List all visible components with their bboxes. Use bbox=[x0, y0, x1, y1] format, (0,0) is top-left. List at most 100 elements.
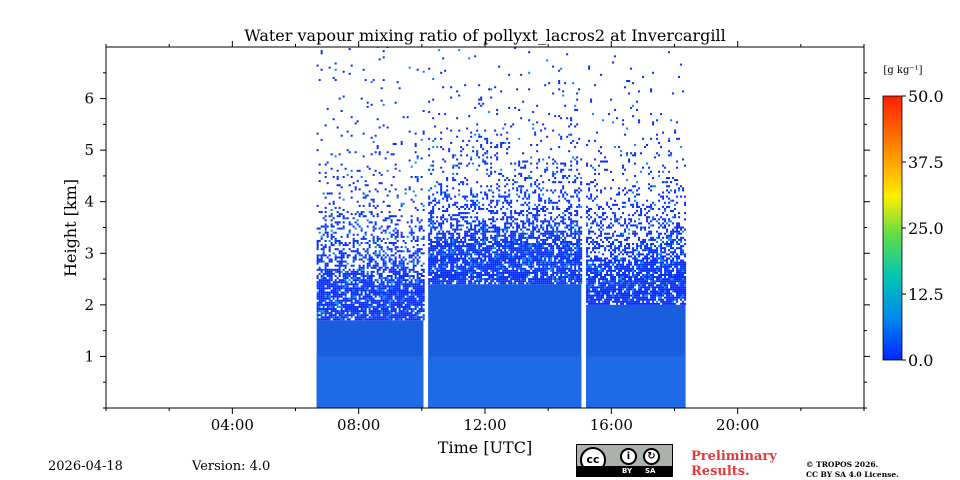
heatmap-cell bbox=[496, 265, 499, 268]
heatmap-cell bbox=[532, 214, 535, 217]
heatmap-cell bbox=[436, 282, 439, 285]
heatmap-cell bbox=[542, 234, 545, 237]
heatmap-cell bbox=[496, 201, 499, 204]
heatmap-cell bbox=[386, 281, 389, 284]
heatmap-cell bbox=[448, 214, 451, 217]
heatmap-cell bbox=[592, 269, 595, 272]
heatmap-cell bbox=[506, 226, 509, 229]
heatmap-cell bbox=[596, 224, 599, 227]
heatmap-cell bbox=[614, 278, 617, 281]
heatmap-cell bbox=[618, 300, 621, 303]
heatmap-cell bbox=[550, 148, 553, 151]
heatmap-cell bbox=[520, 263, 523, 266]
heatmap-cell bbox=[364, 184, 367, 187]
heatmap-cell bbox=[502, 276, 505, 279]
heatmap-cell bbox=[408, 318, 411, 321]
heatmap-cell bbox=[372, 281, 375, 284]
heatmap-cell bbox=[488, 226, 491, 229]
heatmap-cell bbox=[522, 253, 525, 256]
heatmap-cell bbox=[546, 247, 549, 250]
heatmap-cell bbox=[466, 267, 469, 270]
heatmap-cell bbox=[500, 249, 503, 252]
heatmap-cell bbox=[318, 287, 321, 290]
heatmap-cell bbox=[356, 180, 359, 183]
heatmap-cell bbox=[488, 240, 491, 243]
heatmap-cell bbox=[346, 299, 349, 302]
heatmap-cell bbox=[346, 291, 349, 294]
heatmap-cell bbox=[454, 203, 457, 206]
heatmap-cell bbox=[554, 160, 557, 163]
heatmap-cell bbox=[612, 294, 615, 297]
heatmap-cell bbox=[458, 251, 461, 254]
heatmap-cell bbox=[436, 232, 439, 235]
heatmap-cell bbox=[586, 236, 589, 239]
heatmap-cell bbox=[466, 127, 469, 130]
heatmap-cell bbox=[480, 280, 483, 283]
heatmap-cell bbox=[456, 247, 459, 250]
heatmap-cell bbox=[388, 268, 391, 271]
heatmap-cell bbox=[556, 245, 559, 248]
heatmap-cell bbox=[590, 251, 593, 254]
heatmap-cell bbox=[526, 257, 529, 260]
heatmap-cell bbox=[526, 160, 529, 163]
heatmap-cell bbox=[554, 280, 557, 283]
heatmap-cell bbox=[410, 289, 413, 292]
heatmap-cell bbox=[436, 259, 439, 262]
heatmap-cell bbox=[612, 286, 615, 289]
heatmap-cell bbox=[332, 272, 335, 275]
heatmap-cell bbox=[530, 144, 533, 147]
heatmap-cell bbox=[492, 267, 495, 270]
heatmap-cell bbox=[512, 238, 515, 241]
heatmap-cell bbox=[328, 287, 331, 290]
heatmap-cell bbox=[566, 135, 569, 138]
heatmap-cell bbox=[496, 273, 499, 276]
heatmap-cell bbox=[354, 277, 357, 280]
heatmap-cell bbox=[470, 236, 473, 239]
heatmap-cell bbox=[372, 140, 375, 143]
heatmap-cell bbox=[414, 161, 417, 164]
heatmap-cell bbox=[364, 250, 367, 253]
heatmap-cell bbox=[400, 279, 403, 282]
heatmap-cell bbox=[388, 301, 391, 304]
heatmap-cell bbox=[400, 258, 403, 261]
heatmap-cell bbox=[332, 202, 335, 205]
heatmap-cell bbox=[450, 259, 453, 262]
heatmap-cell bbox=[538, 267, 541, 270]
heatmap-cell bbox=[540, 253, 543, 256]
heatmap-cell bbox=[496, 261, 499, 264]
heatmap-cell bbox=[328, 312, 331, 315]
heatmap-cell bbox=[500, 265, 503, 268]
heatmap-cell bbox=[428, 282, 431, 285]
heatmap-cell bbox=[488, 263, 491, 266]
heatmap-cell bbox=[324, 219, 327, 222]
heatmap-cell bbox=[394, 277, 397, 280]
heatmap-cell bbox=[610, 294, 613, 297]
heatmap-cell bbox=[356, 312, 359, 315]
heatmap-cell bbox=[370, 198, 373, 201]
heatmap-cell bbox=[444, 253, 447, 256]
heatmap-cell bbox=[600, 189, 603, 192]
heatmap-cell bbox=[478, 240, 481, 243]
heatmap-cell bbox=[430, 253, 433, 256]
heatmap-cell bbox=[570, 247, 573, 250]
heatmap-cell bbox=[382, 312, 385, 315]
heatmap-cell bbox=[446, 269, 449, 272]
heatmap-cell bbox=[558, 214, 561, 217]
heatmap-cell bbox=[366, 318, 369, 321]
heatmap-cell bbox=[518, 160, 521, 163]
heatmap-cell bbox=[322, 252, 325, 255]
heatmap-cell bbox=[506, 236, 509, 239]
heatmap-cell bbox=[416, 310, 419, 313]
heatmap-cell bbox=[540, 243, 543, 246]
heatmap-cell bbox=[348, 283, 351, 286]
heatmap-cell bbox=[554, 224, 557, 227]
heatmap-cell bbox=[574, 232, 577, 235]
heatmap-cell bbox=[390, 289, 393, 292]
heatmap-cell bbox=[434, 273, 437, 276]
heatmap-cell bbox=[554, 265, 557, 268]
heatmap-cell bbox=[562, 94, 565, 97]
heatmap-cell bbox=[608, 273, 611, 276]
heatmap-cell bbox=[596, 273, 599, 276]
heatmap-cell bbox=[532, 255, 535, 258]
heatmap-cell bbox=[606, 261, 609, 264]
